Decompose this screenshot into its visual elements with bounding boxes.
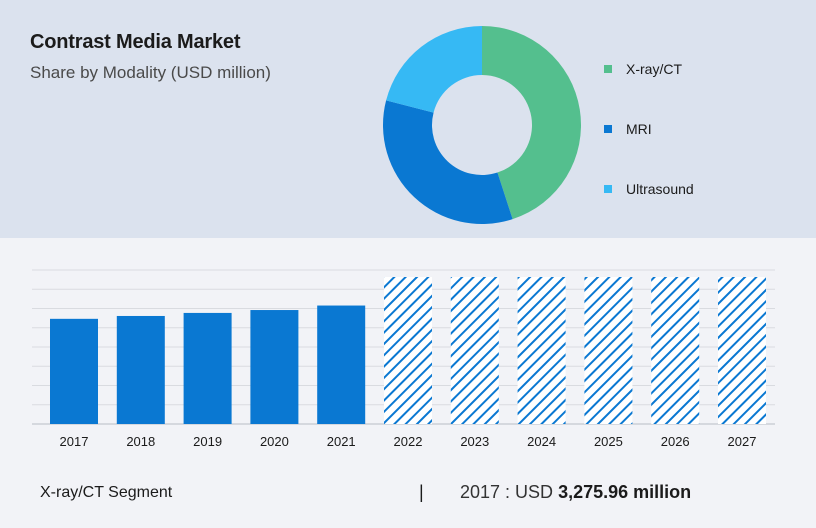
x-tick-label: 2017 (60, 434, 89, 449)
segment-value-prefix: 2017 : USD (460, 482, 554, 502)
x-tick-label: 2025 (594, 434, 623, 449)
chart-title: Contrast Media Market (30, 31, 241, 53)
x-tick-label: 2019 (193, 434, 222, 449)
segment-value: 2017 : USD 3,275.96 million (460, 482, 691, 503)
legend-swatch-xray-ct (604, 65, 612, 73)
legend-swatch-ultrasound (604, 185, 612, 193)
legend-swatch-mri (604, 125, 612, 133)
x-tick-label: 2021 (327, 434, 356, 449)
bar-2019 (183, 312, 232, 424)
legend-label-xray-ct: X-ray/CT (626, 61, 682, 77)
forecast-bar-2023 (450, 277, 499, 424)
segment-value-amount: 3,275.96 million (558, 482, 692, 502)
x-tick-label: 2024 (527, 434, 556, 449)
donut-slice-mri (383, 100, 513, 225)
forecast-bar-2024 (517, 277, 566, 424)
donut-chart (383, 26, 582, 225)
segment-label: X-ray/CT Segment (40, 484, 173, 501)
forecast-bar-2022 (384, 277, 432, 424)
legend-label-ultrasound: Ultrasound (626, 181, 694, 197)
forecast-bar-2027 (718, 277, 766, 424)
legend-label-mri: MRI (626, 121, 652, 137)
donut-slice-ultrasound (386, 26, 482, 113)
forecast-bar-2026 (651, 277, 700, 424)
x-tick-label: 2018 (126, 434, 155, 449)
chart-subtitle: Share by Modality (USD million) (30, 63, 271, 82)
x-tick-label: 2026 (661, 434, 690, 449)
bar-2017 (50, 318, 98, 424)
x-tick-label: 2027 (728, 434, 757, 449)
forecast-bar-2025 (584, 277, 633, 424)
x-tick-label: 2020 (260, 434, 289, 449)
x-tick-label: 2023 (460, 434, 489, 449)
donut-slice-x-ray-ct (482, 26, 582, 220)
bar-2021 (317, 305, 366, 424)
x-tick-label: 2022 (394, 434, 423, 449)
footer-divider: | (419, 482, 424, 502)
bar-2020 (250, 310, 299, 424)
bar-chart: 2017 2018 2019 2020 2021 2022 2023 2024 2025 2026… (32, 269, 775, 449)
bar-2018 (116, 315, 165, 424)
